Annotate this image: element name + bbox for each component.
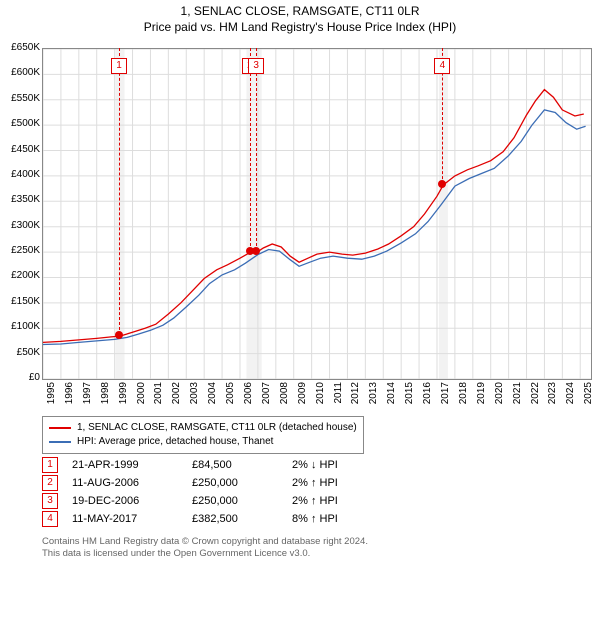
xtick-label: 2002 xyxy=(171,382,182,412)
legend-swatch xyxy=(49,441,71,443)
ytick-label: £450K xyxy=(2,144,40,155)
title-address: 1, SENLAC CLOSE, RAMSGATE, CT11 0LR xyxy=(0,4,600,20)
tx-price: £382,500 xyxy=(192,513,292,525)
xtick-label: 2017 xyxy=(440,382,451,412)
table-row: 2 11-AUG-2006£250,0002% ↑ HPI xyxy=(42,474,382,492)
table-row: 1 21-APR-1999£84,5002% ↓ HPI xyxy=(42,456,382,474)
event-dot xyxy=(438,180,446,188)
xtick-label: 2009 xyxy=(297,382,308,412)
tx-delta: 2% ↑ HPI xyxy=(292,477,382,489)
tx-delta: 2% ↓ HPI xyxy=(292,459,382,471)
event-dot xyxy=(252,247,260,255)
xtick-label: 2023 xyxy=(547,382,558,412)
event-vline xyxy=(119,48,120,335)
legend-item: HPI: Average price, detached house, Than… xyxy=(49,435,357,449)
legend: 1, SENLAC CLOSE, RAMSGATE, CT11 0LR (det… xyxy=(42,416,364,454)
table-row: 4 11-MAY-2017£382,5008% ↑ HPI xyxy=(42,510,382,528)
ytick-label: £100K xyxy=(2,321,40,332)
ytick-label: £250K xyxy=(2,245,40,256)
chart-plot-area xyxy=(42,48,592,380)
xtick-label: 2013 xyxy=(368,382,379,412)
xtick-label: 2021 xyxy=(512,382,523,412)
tx-marker: 3 xyxy=(42,493,58,509)
tx-delta: 8% ↑ HPI xyxy=(292,513,382,525)
legend-label: HPI: Average price, detached house, Than… xyxy=(77,435,273,449)
xtick-label: 1999 xyxy=(118,382,129,412)
xtick-label: 2012 xyxy=(350,382,361,412)
xtick-label: 1998 xyxy=(100,382,111,412)
event-dot xyxy=(115,331,123,339)
xtick-label: 2010 xyxy=(315,382,326,412)
ytick-label: £350K xyxy=(2,194,40,205)
xtick-label: 2008 xyxy=(279,382,290,412)
xtick-label: 2004 xyxy=(207,382,218,412)
event-marker: 3 xyxy=(248,58,264,74)
xtick-label: 2005 xyxy=(225,382,236,412)
xtick-label: 2003 xyxy=(189,382,200,412)
ytick-label: £0 xyxy=(2,372,40,383)
xtick-label: 2016 xyxy=(422,382,433,412)
table-row: 3 19-DEC-2006£250,0002% ↑ HPI xyxy=(42,492,382,510)
xtick-label: 2001 xyxy=(153,382,164,412)
xtick-label: 1997 xyxy=(82,382,93,412)
ytick-label: £600K xyxy=(2,67,40,78)
xtick-label: 2018 xyxy=(458,382,469,412)
ytick-label: £550K xyxy=(2,93,40,104)
event-vline xyxy=(250,48,251,251)
event-marker: 1 xyxy=(111,58,127,74)
caption-line1: Contains HM Land Registry data © Crown c… xyxy=(42,536,368,548)
tx-price: £84,500 xyxy=(192,459,292,471)
event-marker: 4 xyxy=(434,58,450,74)
caption-line2: This data is licensed under the Open Gov… xyxy=(42,548,368,560)
xtick-label: 1996 xyxy=(64,382,75,412)
xtick-label: 2000 xyxy=(136,382,147,412)
xtick-label: 2007 xyxy=(261,382,272,412)
xtick-label: 2014 xyxy=(386,382,397,412)
caption: Contains HM Land Registry data © Crown c… xyxy=(42,536,368,561)
tx-date: 21-APR-1999 xyxy=(72,459,192,471)
ytick-label: £650K xyxy=(2,42,40,53)
ytick-label: £400K xyxy=(2,169,40,180)
ytick-label: £150K xyxy=(2,296,40,307)
event-vline xyxy=(256,48,257,251)
tx-date: 11-MAY-2017 xyxy=(72,513,192,525)
xtick-label: 2019 xyxy=(476,382,487,412)
ytick-label: £500K xyxy=(2,118,40,129)
xtick-label: 1995 xyxy=(46,382,57,412)
legend-label: 1, SENLAC CLOSE, RAMSGATE, CT11 0LR (det… xyxy=(77,421,357,435)
ytick-label: £50K xyxy=(2,347,40,358)
tx-date: 11-AUG-2006 xyxy=(72,477,192,489)
tx-marker: 1 xyxy=(42,457,58,473)
tx-date: 19-DEC-2006 xyxy=(72,495,192,507)
xtick-label: 2011 xyxy=(333,382,344,412)
xtick-label: 2020 xyxy=(494,382,505,412)
tx-price: £250,000 xyxy=(192,477,292,489)
tx-price: £250,000 xyxy=(192,495,292,507)
chart-svg xyxy=(43,49,591,379)
title-subtitle: Price paid vs. HM Land Registry's House … xyxy=(0,20,600,36)
transactions-table: 121-APR-1999£84,5002% ↓ HPI211-AUG-2006£… xyxy=(42,456,382,528)
legend-swatch xyxy=(49,427,71,429)
xtick-label: 2024 xyxy=(565,382,576,412)
tx-marker: 2 xyxy=(42,475,58,491)
ytick-label: £300K xyxy=(2,220,40,231)
xtick-label: 2006 xyxy=(243,382,254,412)
xtick-label: 2025 xyxy=(583,382,594,412)
ytick-label: £200K xyxy=(2,270,40,281)
xtick-label: 2015 xyxy=(404,382,415,412)
tx-delta: 2% ↑ HPI xyxy=(292,495,382,507)
tx-marker: 4 xyxy=(42,511,58,527)
legend-item: 1, SENLAC CLOSE, RAMSGATE, CT11 0LR (det… xyxy=(49,421,357,435)
xtick-label: 2022 xyxy=(530,382,541,412)
